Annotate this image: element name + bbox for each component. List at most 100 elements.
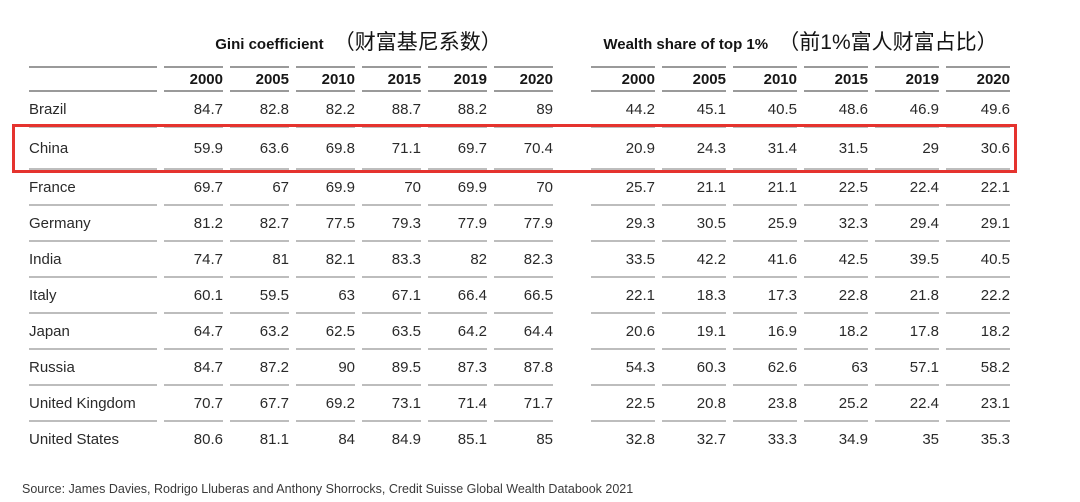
- gini-value: 80.6: [193, 430, 223, 448]
- gini-value: 87.3: [428, 350, 487, 386]
- wealth-value: 57.1: [875, 350, 939, 386]
- wealth-value: 16.9: [733, 314, 797, 350]
- wealth-value: 21.1: [733, 170, 797, 206]
- gini-value: 85.1: [457, 430, 487, 448]
- wealth-value: 25.9: [733, 206, 797, 242]
- gini-value: 84.7: [164, 350, 223, 386]
- gini-value: 85: [536, 430, 553, 448]
- country-name: United States: [29, 430, 120, 448]
- gini-value: 71.4: [428, 386, 487, 422]
- gini-value: 81: [230, 242, 289, 278]
- country-name: Japan: [29, 314, 157, 350]
- group-gap: [560, 242, 584, 278]
- country-name: United Kingdom: [29, 386, 157, 422]
- gini-value: 89: [494, 92, 553, 128]
- wealth-value: 42.5: [804, 242, 868, 278]
- gini-value: 73.1: [362, 386, 421, 422]
- year-header: 2010: [733, 66, 797, 92]
- gini-value: 71.1: [362, 128, 421, 170]
- wealth-value: 32.7: [696, 430, 726, 448]
- year-header: 2000: [164, 66, 223, 92]
- wealth-value: 30.5: [662, 206, 726, 242]
- gini-value: 82.1: [296, 242, 355, 278]
- corner-blank: [29, 16, 157, 66]
- group-gap: [560, 128, 584, 170]
- wealth-value: 40.5: [946, 242, 1010, 278]
- wealth-value: 39.5: [875, 242, 939, 278]
- year-header: 2005: [662, 66, 726, 92]
- country-name: Brazil: [29, 92, 157, 128]
- gini-value: 82.3: [494, 242, 553, 278]
- wealth-value: 29.3: [591, 206, 655, 242]
- country-name: France: [29, 170, 157, 206]
- year-header: 2015: [362, 66, 421, 92]
- table-row: Russia 84.7 87.2 90 89.5 87.3 87.8 54.3 …: [29, 350, 1010, 386]
- country-name: India: [29, 242, 157, 278]
- wealth-value: 34.9: [838, 430, 868, 448]
- wealth-value: 20.8: [662, 386, 726, 422]
- gini-value: 71.7: [494, 386, 553, 422]
- table-row: Brazil 84.7 82.8 82.2 88.7 88.2 89 44.2 …: [29, 92, 1010, 128]
- gini-value: 90: [296, 350, 355, 386]
- gini-value: 67.7: [230, 386, 289, 422]
- wealth-value: 33.3: [767, 430, 797, 448]
- gini-value: 69.8: [296, 128, 355, 170]
- wealth-value: 22.4: [875, 386, 939, 422]
- gini-value: 62.5: [296, 314, 355, 350]
- year-header: 2000: [591, 66, 655, 92]
- wealth-value: 20.6: [591, 314, 655, 350]
- wealth-value: 29.4: [875, 206, 939, 242]
- gini-value: 82: [428, 242, 487, 278]
- group-gap: [560, 314, 584, 350]
- group-gap: [560, 16, 584, 66]
- gini-value: 70: [494, 170, 553, 206]
- group-gap: [560, 422, 584, 456]
- gini-value: 59.9: [164, 128, 223, 170]
- gini-value: 63.2: [230, 314, 289, 350]
- source-note: Source: James Davies, Rodrigo Lluberas a…: [22, 482, 634, 496]
- wealth-value: 22.1: [946, 170, 1010, 206]
- wealth-value: 33.5: [591, 242, 655, 278]
- wealth-group-title: Wealth share of top 1% （前1%富人财富占比）: [591, 16, 1010, 66]
- gini-value: 63.5: [362, 314, 421, 350]
- wealth-value: 22.4: [875, 170, 939, 206]
- wealth-value: 18.3: [662, 278, 726, 314]
- corner-cell: [29, 66, 157, 92]
- table-row: Italy 60.1 59.5 63 67.1 66.4 66.5 22.1 1…: [29, 278, 1010, 314]
- year-header: 2005: [230, 66, 289, 92]
- gini-group-title: Gini coefficient （财富基尼系数）: [164, 16, 553, 66]
- year-header: 2015: [804, 66, 868, 92]
- gini-value: 77.9: [494, 206, 553, 242]
- gini-value: 69.9: [428, 170, 487, 206]
- gini-value: 70.7: [164, 386, 223, 422]
- year-header: 2019: [875, 66, 939, 92]
- group-gap: [560, 92, 584, 128]
- year-header: 2019: [428, 66, 487, 92]
- gini-value: 66.5: [494, 278, 553, 314]
- year-header: 2020: [494, 66, 553, 92]
- wealth-value: 48.6: [804, 92, 868, 128]
- group-gap: [560, 170, 584, 206]
- gini-value: 66.4: [428, 278, 487, 314]
- gini-value: 67: [230, 170, 289, 206]
- wealth-value: 31.5: [804, 128, 868, 170]
- gini-value: 82.8: [230, 92, 289, 128]
- wealth-value: 63: [804, 350, 868, 386]
- gini-title-zh: （财富基尼系数）: [333, 31, 502, 54]
- year-header: 2010: [296, 66, 355, 92]
- table-row-highlighted: China 59.9 63.6 69.8 71.1 69.7 70.4 20.9…: [29, 128, 1010, 170]
- group-gap: [560, 350, 584, 386]
- table-row: Germany 81.2 82.7 77.5 79.3 77.9 77.9 29…: [29, 206, 1010, 242]
- wealth-title-en: Wealth share of top 1%: [603, 36, 769, 53]
- gini-value: 70.4: [494, 128, 553, 170]
- wealth-value: 22.8: [804, 278, 868, 314]
- year-header: 2020: [946, 66, 1010, 92]
- gini-value: 74.7: [164, 242, 223, 278]
- gini-value: 69.7: [428, 128, 487, 170]
- wealth-value: 21.1: [662, 170, 726, 206]
- wealth-value: 54.3: [591, 350, 655, 386]
- gini-value: 63.6: [230, 128, 289, 170]
- wealth-value: 22.5: [804, 170, 868, 206]
- country-name: China: [29, 128, 157, 170]
